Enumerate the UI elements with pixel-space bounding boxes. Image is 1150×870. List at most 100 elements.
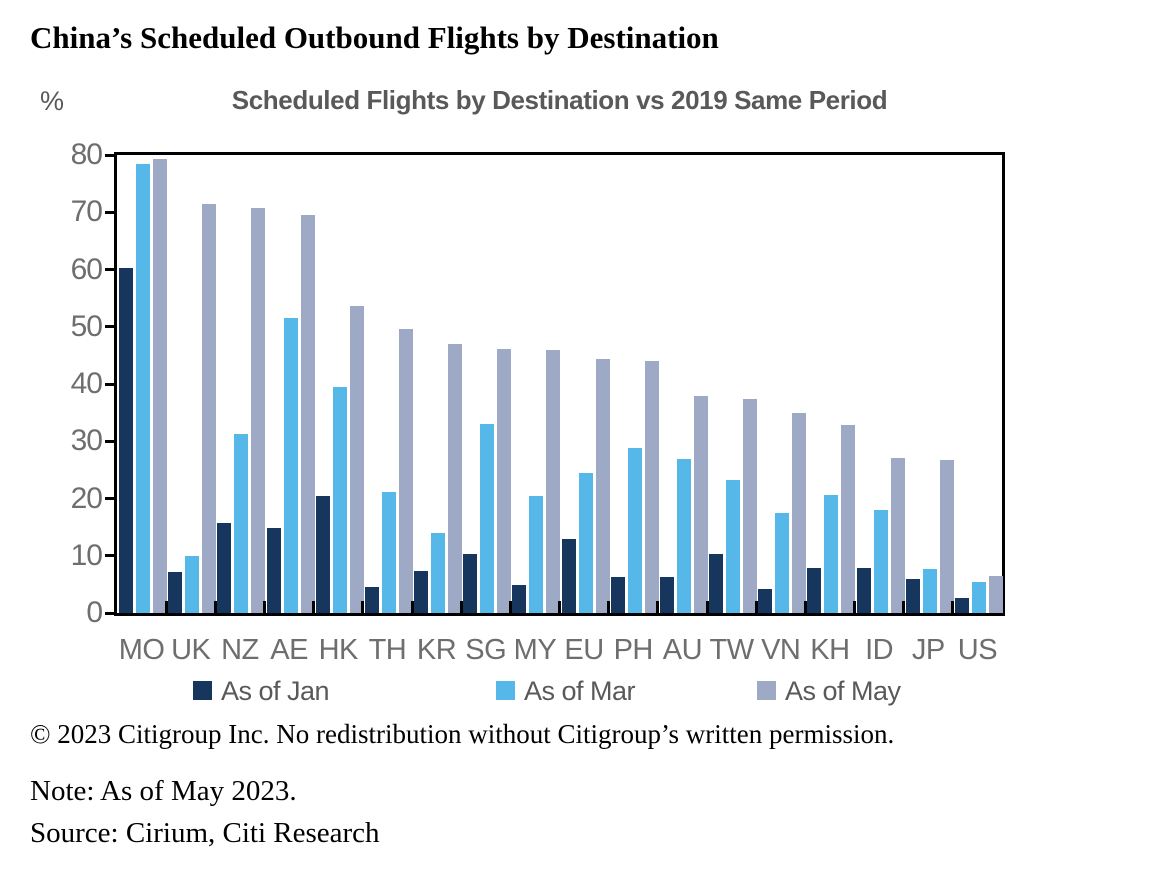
chart-title: Scheduled Flights by Destination vs 2019… [231,85,888,115]
x-axis-tick [656,601,660,613]
bar-as-of-jan-kh [807,567,822,613]
legend-label: As of Jan [221,676,330,706]
x-axis-tick [754,601,758,613]
x-axis-tick [361,601,365,613]
y-tick-label: 70 [70,195,103,229]
x-axis-label-th: TH [368,634,407,666]
x-axis-tick [705,601,709,613]
bar-as-of-may-tw [743,399,757,613]
y-tick-label: 20 [70,481,103,515]
bar-as-of-may-ae [300,215,315,613]
bar-as-of-may-hk [349,305,364,613]
x-axis-tick [410,601,414,613]
source-text: Source: Cirium, Citi Research [30,817,380,849]
x-axis-tick [558,601,561,613]
x-axis-label-eu: EU [564,634,604,666]
bar-as-of-mar-id [873,509,888,613]
y-axis-tick [105,268,117,271]
x-axis-label-kr: KR [416,634,457,666]
bar-as-of-may-nz [251,208,266,613]
bar-as-of-jan-tw [709,554,723,613]
bar-as-of-may-us [988,576,1003,613]
legend-swatch-icon [757,681,776,700]
y-tick-label: 40 [70,367,103,400]
x-axis-label-my: MY [513,634,557,666]
legend-swatch-icon [193,681,212,700]
bar-as-of-may-th [398,329,413,613]
x-axis-tick [607,601,611,613]
x-axis-tick [853,601,856,613]
bar-as-of-mar-eu [578,473,593,613]
y-axis-tick [105,382,117,386]
bar-as-of-mar-uk [185,556,200,613]
y-tick-label: 60 [70,252,103,286]
y-axis-tick [105,439,117,443]
bar-as-of-jan-sg [463,554,478,613]
y-tick-label: 50 [70,309,103,343]
x-axis-tick [508,601,512,613]
x-axis-tick [312,601,316,613]
bar-as-of-jan-ph [610,576,625,613]
x-axis-label-mo: MO [118,634,165,666]
x-axis-tick [459,601,463,613]
x-axis-label-au: AU [662,634,703,666]
bar-as-of-mar-vn [775,512,790,613]
x-axis-label-nz: NZ [221,634,259,666]
bar-as-of-jan-ae [266,528,281,613]
bar-as-of-mar-hk [332,387,347,613]
bar-as-of-mar-th [381,492,396,613]
bar-as-of-mar-kr [431,532,445,613]
legend-label: As of Mar [524,676,636,706]
x-axis-label-tw: TW [709,634,755,666]
copyright-text: © 2023 Citigroup Inc. No redistribution … [30,719,895,749]
bar-as-of-may-mo [153,159,167,613]
bar-as-of-may-kh [841,424,856,613]
x-axis-label-ae: AE [270,634,308,666]
y-axis-tick [105,153,117,157]
x-axis-label-jp: JP [911,634,945,666]
bar-as-of-may-au [693,396,708,613]
bar-as-of-jan-uk [168,571,183,613]
x-axis-label-id: ID [865,634,894,666]
bar-as-of-jan-hk [315,496,330,613]
y-axis-tick [105,554,117,558]
bar-as-of-may-vn [792,412,807,613]
bar-as-of-may-sg [497,348,512,613]
bar-as-of-mar-jp [922,568,937,613]
bar-as-of-jan-kr [414,571,428,613]
bar-as-of-jan-eu [561,538,576,613]
bar-as-of-mar-ph [627,448,642,613]
x-axis-tick [164,601,168,613]
x-axis-tick [213,601,217,613]
note-text: Note: As of May 2023. [30,775,297,807]
bar-as-of-jan-au [659,576,674,613]
x-axis-tick [803,601,807,613]
y-tick-label: 80 [70,138,103,171]
bar-as-of-jan-th [364,587,379,613]
legend-label: As of May [785,676,901,706]
bar-as-of-jan-nz [217,522,232,613]
y-axis-tick [105,325,117,329]
bar-as-of-may-uk [202,204,217,613]
y-axis-tick [105,497,117,500]
x-axis-label-us: US [957,634,998,666]
y-tick-label: 0 [86,596,103,629]
bar-as-of-mar-ae [283,318,298,613]
bar-as-of-mar-au [676,458,691,613]
bar-as-of-may-ph [644,361,659,613]
bar-as-of-jan-id [856,567,871,613]
y-tick-label: 10 [70,538,103,572]
bar-as-of-mar-us [971,581,986,613]
x-axis-tick [951,601,955,613]
x-axis-label-uk: UK [171,634,211,666]
bar-as-of-mar-kh [824,495,839,613]
x-axis-label-hk: HK [318,634,359,666]
bar-as-of-jan-my [512,584,527,613]
bar-as-of-jan-us [954,598,969,613]
bar-as-of-may-kr [448,343,462,613]
bar-as-of-mar-tw [726,480,740,613]
x-axis-tick [263,601,266,613]
bar-as-of-mar-mo [136,163,150,613]
bar-as-of-mar-nz [234,433,249,613]
